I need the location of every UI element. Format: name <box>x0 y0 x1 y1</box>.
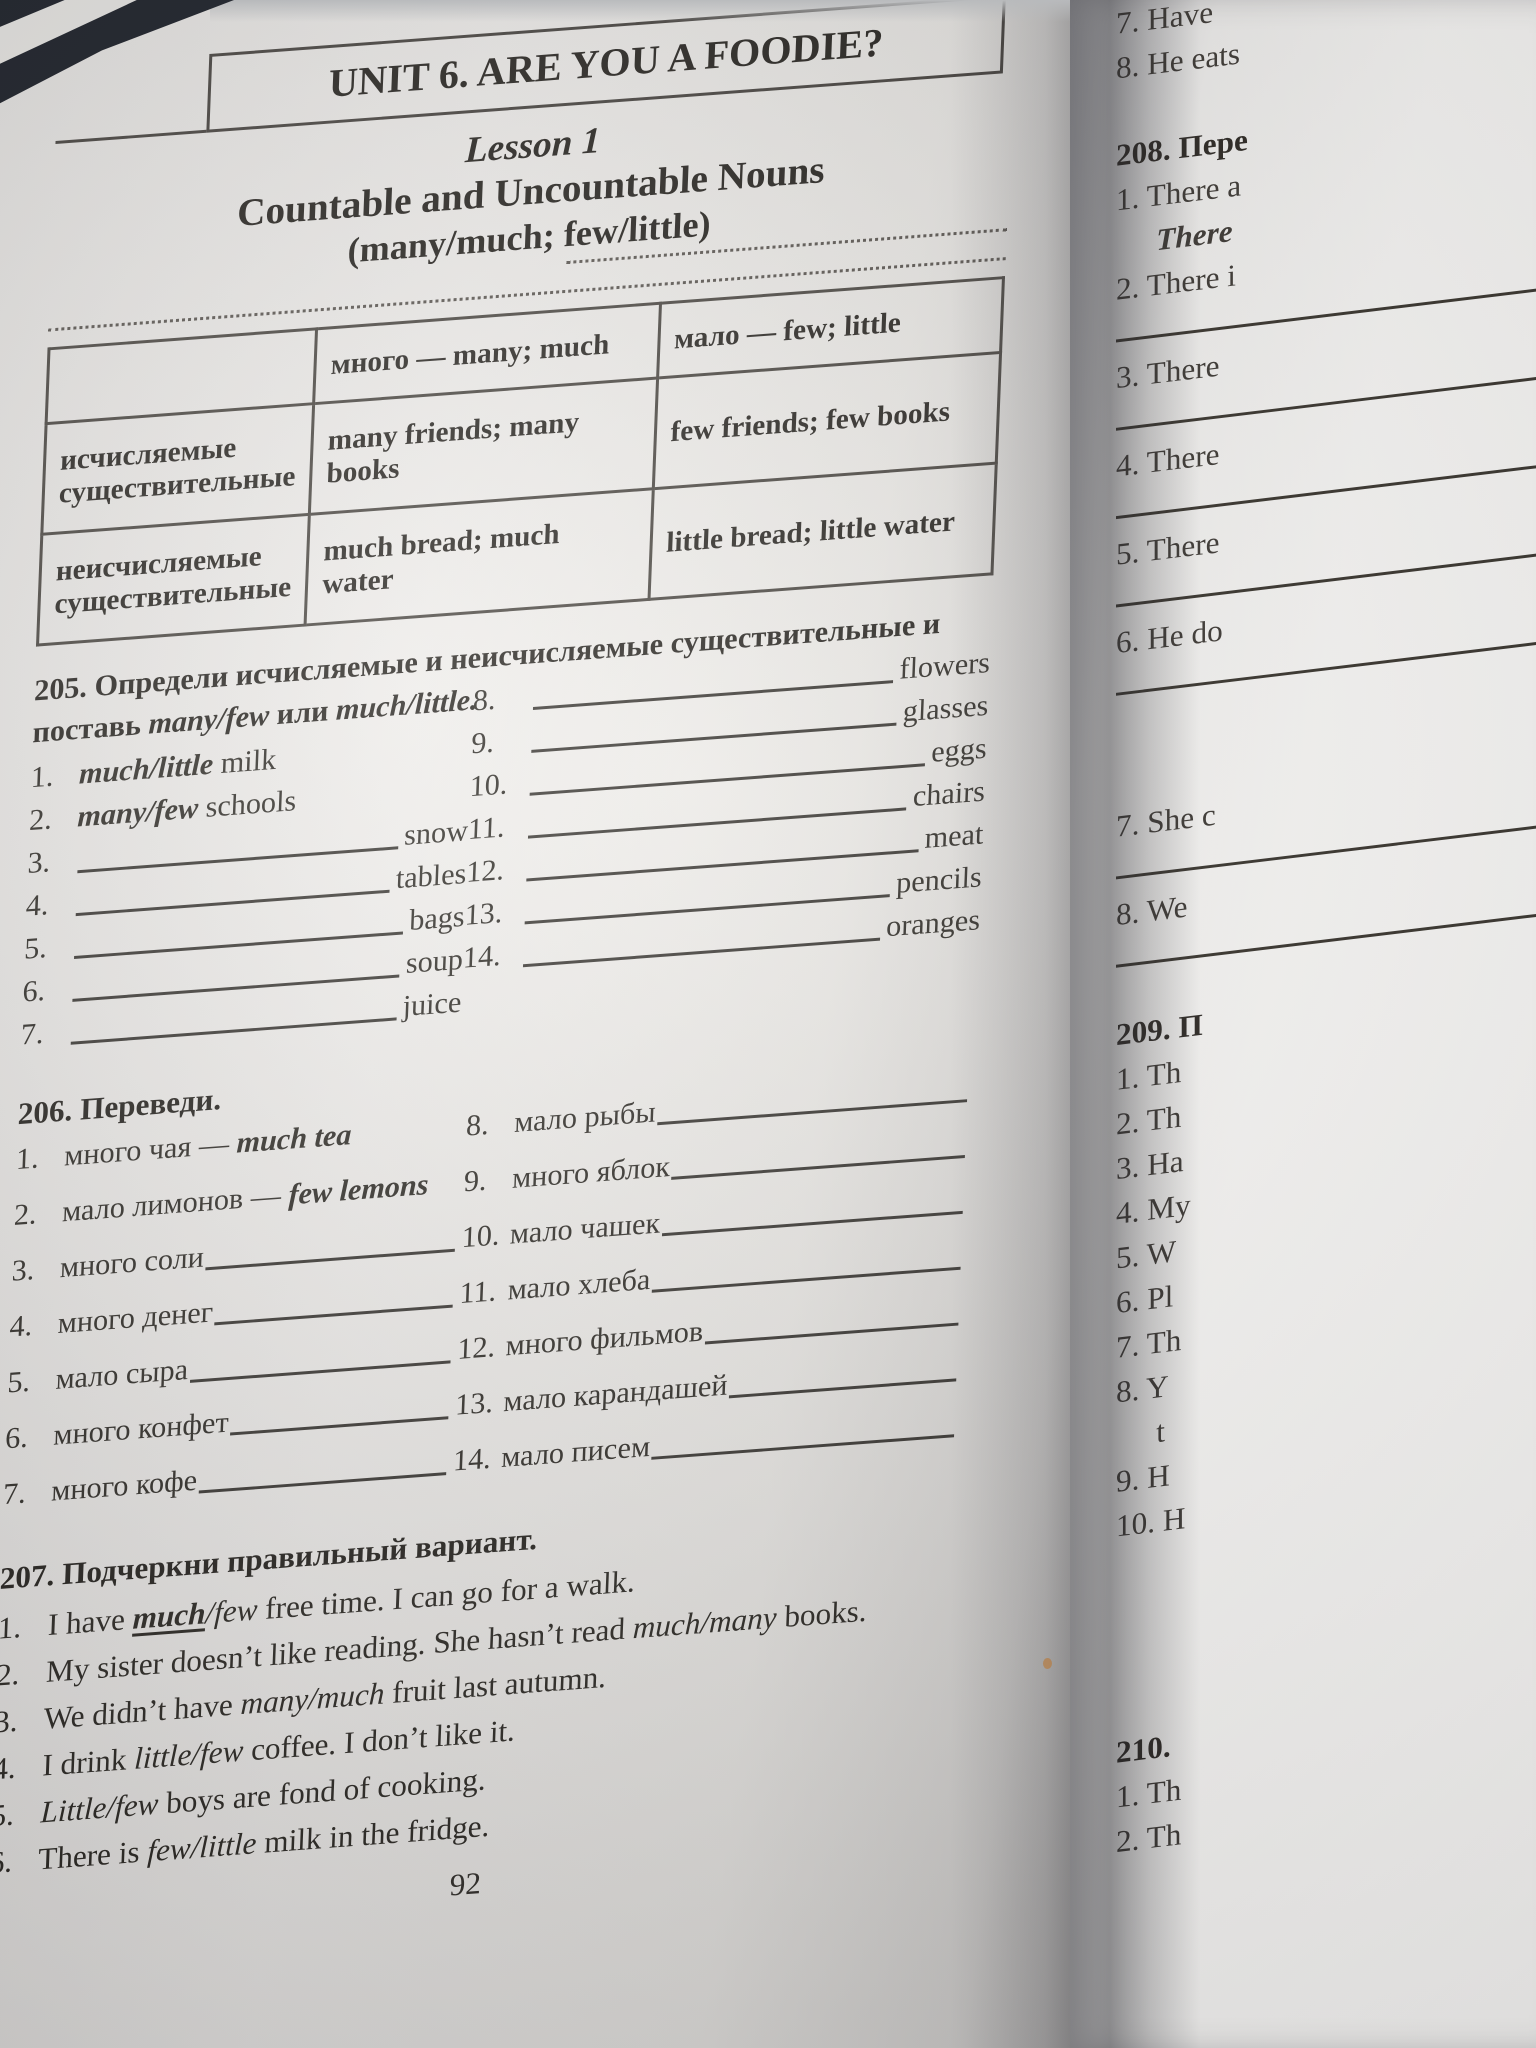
exercise-206-item: 9. много яблок <box>463 1129 972 1198</box>
exercise-205-left-column: 1. much/little milk 2. many/few schools … <box>20 729 472 1062</box>
exercise-206-number: 206. <box>17 1092 74 1132</box>
unit-title: UNIT 6. ARE YOU A FOODIE? <box>328 19 885 106</box>
paper-speck <box>1043 1658 1052 1669</box>
exercise-207-number: 207. <box>0 1556 56 1596</box>
answer-blank <box>704 1296 960 1345</box>
exercise-206-item: 11. мало хлеба <box>459 1240 968 1310</box>
right-page-content: 7. Have 8. He eats 208. Пере 1. There a … <box>1116 0 1536 1867</box>
exercise-206-item: 6. много конфет <box>5 1390 456 1455</box>
answer-blank <box>671 1129 966 1180</box>
exercise-205-right-column: 8. flowers 9. glasses 10. eggs <box>460 646 990 1030</box>
exercise-206-item: 14. мало писем <box>452 1408 962 1478</box>
exercise-206-item: 5. мало сыра <box>7 1334 458 1399</box>
photo-background-strip <box>210 0 1070 22</box>
exercise-206-item: 7. много кофе <box>2 1446 454 1511</box>
exercise-206-item: 3. много соли <box>11 1222 462 1288</box>
exercise-206-left-column: 1. много чая — much tea 2. мало лимонов … <box>2 1111 467 1535</box>
exercise-206-right-column: 8. мало рыбы 9. много яблок 10. мало чаш… <box>452 1073 975 1502</box>
answer-blank <box>661 1184 964 1237</box>
table-label-countable: исчисляемые существительные <box>41 403 314 535</box>
answer-blank <box>198 1446 448 1494</box>
exercise-206-item: 2. мало лимонов — few lemons <box>13 1168 430 1232</box>
exercise-205-number: 205. <box>33 670 88 708</box>
exercise-206-item: 10. мало чашек <box>461 1184 970 1254</box>
answer-blank <box>214 1278 455 1326</box>
answer-blank <box>729 1352 958 1399</box>
answer-blank <box>657 1073 969 1126</box>
left-page: UNIT 6. ARE YOU A FOODIE? Lesson 1 Count… <box>0 0 1070 2048</box>
grammar-table: много — many; much мало — few; little ис… <box>36 276 1005 647</box>
exercise-206-item: 13. мало карандашей <box>455 1352 964 1422</box>
exercise-207: 207. Подчеркни правильный вариант. 1. I … <box>0 1490 958 1886</box>
exercise-205-items: 1. much/little milk 2. many/few schools … <box>20 646 990 1063</box>
answer-blank <box>651 1240 962 1293</box>
left-page-content: UNIT 6. ARE YOU A FOODIE? Lesson 1 Count… <box>0 0 1016 1969</box>
answer-blank <box>189 1334 453 1383</box>
right-page: 7. Have 8. He eats 208. Пере 1. There a … <box>1070 0 1536 2048</box>
table-label-uncountable: неисчисляемые существительные <box>37 514 310 645</box>
answer-blank <box>651 1408 956 1460</box>
answer-blank <box>230 1390 450 1436</box>
exercise-206-items: 1. много чая — much tea 2. мало лимонов … <box>2 1073 975 1535</box>
answer-blank <box>205 1222 457 1271</box>
exercise-206-item: 4. много денег <box>9 1278 460 1344</box>
exercise-206-item: 12. много фильмов <box>457 1296 966 1366</box>
